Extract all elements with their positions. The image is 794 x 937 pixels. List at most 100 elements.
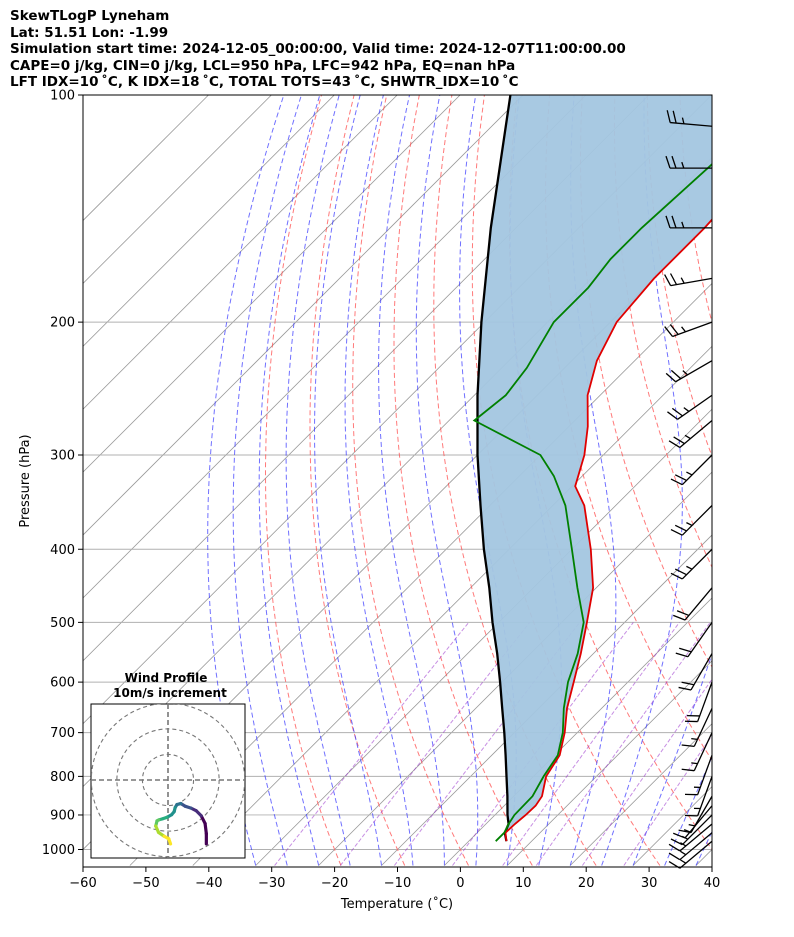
wind-barb-flag bbox=[668, 440, 681, 449]
moist-adiabat bbox=[632, 652, 712, 866]
x-tick-label: 20 bbox=[578, 876, 595, 891]
profiles bbox=[472, 95, 712, 842]
wind-barb bbox=[675, 622, 713, 658]
wind-barb bbox=[678, 795, 713, 834]
wind-barb-shaft bbox=[690, 795, 713, 833]
wind-barb-half-flag bbox=[681, 221, 685, 229]
wind-barb-flag bbox=[671, 215, 677, 229]
x-tick-label: −20 bbox=[321, 876, 348, 891]
x-axis-label: Temperature (˚C) bbox=[340, 896, 453, 912]
wind-barb-half-flag bbox=[684, 434, 691, 440]
mixing-ratio-line bbox=[274, 622, 470, 866]
isotherm-line bbox=[83, 95, 272, 284]
hodograph-trace-segment bbox=[203, 821, 208, 836]
mixing-ratio-line bbox=[623, 734, 712, 866]
wind-barb-flag bbox=[669, 324, 679, 335]
dry-adiabat bbox=[646, 95, 712, 458]
x-tick-label: 30 bbox=[641, 876, 658, 891]
wind-barb-shaft bbox=[681, 505, 713, 536]
wind-barb-flag bbox=[664, 274, 672, 286]
wind-barb-half-flag bbox=[691, 737, 698, 740]
wind-barb-flag bbox=[679, 647, 692, 653]
wind-barb-flag bbox=[667, 411, 678, 420]
wind-barb-flag bbox=[676, 610, 690, 617]
wind-barb-flag bbox=[681, 768, 695, 772]
mixing-ratio-line bbox=[502, 622, 680, 866]
wind-barb-half-flag bbox=[681, 117, 685, 124]
wind-barb-shaft bbox=[697, 755, 713, 795]
wind-barb-flag bbox=[670, 572, 683, 580]
wind-barb bbox=[670, 454, 713, 486]
isotherm-line bbox=[318, 471, 712, 866]
moist-adiabat bbox=[378, 95, 445, 866]
isotherm-line bbox=[83, 95, 461, 473]
wind-barb-shaft bbox=[679, 832, 713, 861]
x-tick-label: 40 bbox=[704, 876, 721, 891]
wind-barb bbox=[684, 681, 713, 723]
wind-barb bbox=[666, 110, 713, 127]
y-tick-label: 100 bbox=[50, 89, 75, 104]
dry-adiabat bbox=[778, 95, 794, 866]
wind-barb-shaft bbox=[681, 548, 713, 580]
title-block: SkewTLogP Lyneham Lat: 51.51 Lon: -1.99 … bbox=[10, 8, 626, 91]
wind-barb bbox=[665, 155, 712, 169]
wind-barb-flag bbox=[668, 861, 681, 869]
dry-adiabat bbox=[745, 95, 794, 866]
cape-area bbox=[477, 95, 712, 842]
wind-barb-shaft bbox=[681, 814, 713, 846]
wind-barb-half-flag bbox=[682, 370, 689, 376]
wind-barb bbox=[681, 708, 713, 748]
wind-barb bbox=[667, 394, 713, 420]
isotherm-line bbox=[759, 95, 794, 865]
dry-adiabat bbox=[265, 95, 342, 866]
wind-barb-shaft bbox=[693, 732, 713, 771]
wind-barb-shaft bbox=[679, 823, 713, 852]
wind-barb-flag bbox=[674, 474, 687, 482]
x-tick-label: −50 bbox=[132, 876, 159, 891]
wind-barb-half-flag bbox=[683, 407, 690, 412]
wind-barb-flag bbox=[670, 478, 683, 486]
title-cape-indices: CAPE=0 j/kg, CIN=0 j/kg, LCL=950 hPa, LF… bbox=[10, 57, 516, 74]
isotherm-line bbox=[83, 95, 524, 536]
wind-barb bbox=[678, 653, 713, 691]
moist-adiabat bbox=[344, 95, 414, 866]
wind-barb bbox=[684, 776, 713, 817]
y-tick-label: 300 bbox=[50, 448, 75, 463]
wind-barb-flag bbox=[678, 686, 692, 691]
wind-barb-shaft bbox=[679, 419, 713, 448]
wind-barb-half-flag bbox=[691, 762, 698, 765]
wind-barb-half-flag bbox=[688, 823, 696, 827]
wind-barb bbox=[665, 215, 712, 229]
wind-barb-flag bbox=[666, 110, 671, 123]
wind-barb-flag bbox=[681, 681, 695, 686]
title-station: SkewTLogP Lyneham bbox=[10, 8, 170, 24]
wind-barb-flag bbox=[681, 744, 695, 748]
y-tick-label: 700 bbox=[50, 726, 75, 741]
wind-barb-flag bbox=[668, 843, 681, 852]
moist-adiabat bbox=[314, 95, 382, 866]
mixing-ratio-line bbox=[535, 622, 711, 866]
wind-barb-half-flag bbox=[686, 522, 693, 527]
wind-barb-shaft bbox=[672, 321, 713, 338]
wind-barb-flag bbox=[675, 652, 689, 658]
wind-barb-shaft bbox=[675, 360, 713, 383]
wind-barb-shaft bbox=[677, 394, 713, 420]
wind-barb bbox=[670, 505, 713, 536]
wind-barb-shaft bbox=[693, 708, 713, 747]
y-tick-label: 800 bbox=[50, 770, 75, 785]
isotherm-line bbox=[444, 597, 712, 866]
wind-barb-shaft bbox=[681, 454, 713, 486]
wind-barb-flag bbox=[665, 155, 671, 169]
moist-adiabat bbox=[459, 95, 517, 866]
wind-barb-half-flag bbox=[681, 161, 685, 169]
dry-adiabat bbox=[309, 95, 406, 866]
y-tick-label: 900 bbox=[50, 808, 75, 823]
moist-adiabat bbox=[569, 95, 617, 866]
wind-barbs bbox=[664, 110, 713, 869]
wind-barb-flag bbox=[670, 528, 683, 536]
wind-barb-flag bbox=[678, 829, 692, 834]
hodograph-title: Wind Profile bbox=[125, 671, 208, 685]
wind-barb bbox=[664, 273, 713, 287]
isotherm-line bbox=[255, 408, 712, 866]
